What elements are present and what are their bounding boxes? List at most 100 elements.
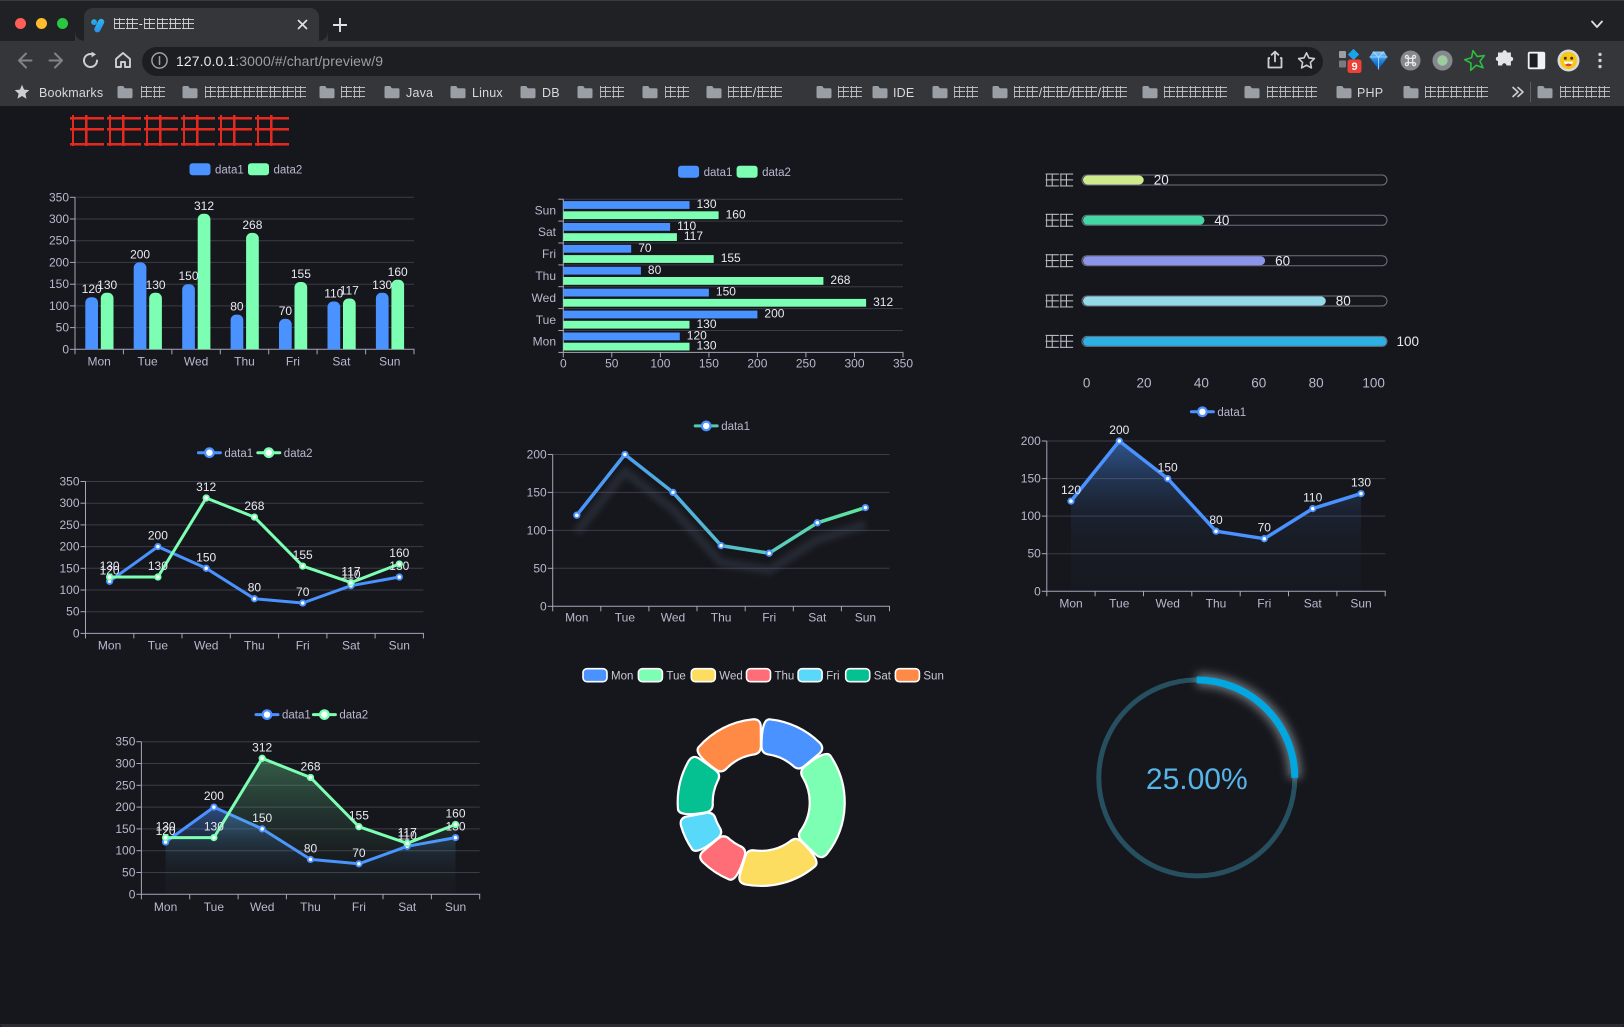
svg-text:100: 100 [1362, 376, 1385, 391]
svg-text:0: 0 [62, 342, 69, 356]
svg-text:155: 155 [349, 809, 369, 823]
svg-text:160: 160 [726, 207, 746, 221]
svg-text:Mon: Mon [98, 638, 121, 652]
svg-text:Tue: Tue [615, 611, 636, 625]
svg-text:200: 200 [59, 540, 79, 554]
svg-text:0: 0 [73, 626, 80, 640]
svg-text:Tue: Tue [148, 638, 169, 652]
svg-text:70: 70 [1258, 521, 1272, 535]
svg-text:350: 350 [59, 475, 79, 489]
svg-text:Tue: Tue [1109, 597, 1130, 611]
svg-text:155: 155 [721, 251, 741, 265]
svg-text:Wed: Wed [184, 354, 208, 368]
svg-text:Sun: Sun [855, 611, 876, 625]
svg-text:Wed: Wed [661, 611, 685, 625]
svg-text:150: 150 [1158, 461, 1178, 475]
svg-text:Thu: Thu [711, 611, 732, 625]
svg-text:200: 200 [49, 255, 69, 269]
svg-text:0: 0 [540, 599, 547, 613]
svg-text:100: 100 [1021, 509, 1041, 523]
svg-text:130: 130 [697, 197, 717, 211]
svg-text:20: 20 [1136, 376, 1151, 391]
svg-text:150: 150 [49, 277, 69, 291]
svg-text:80: 80 [1209, 513, 1223, 527]
svg-text:250: 250 [115, 778, 135, 792]
svg-text:60: 60 [1251, 376, 1266, 391]
svg-text:Wed: Wed [250, 900, 274, 914]
svg-text:70: 70 [352, 846, 366, 860]
svg-text:Sun: Sun [445, 900, 466, 914]
svg-text:data2: data2 [339, 710, 368, 722]
svg-text:Fri: Fri [826, 671, 839, 683]
svg-text:50: 50 [56, 321, 70, 335]
svg-text:200: 200 [747, 356, 767, 370]
svg-text:100: 100 [115, 844, 135, 858]
svg-text:50: 50 [1027, 547, 1041, 561]
svg-text:120: 120 [1061, 483, 1081, 497]
svg-text:Sat: Sat [332, 354, 351, 368]
svg-text:100: 100 [1397, 334, 1420, 349]
svg-text:130: 130 [156, 820, 176, 834]
svg-text:130: 130 [100, 559, 120, 573]
svg-text:Sun: Sun [379, 354, 400, 368]
svg-text:200: 200 [1109, 423, 1129, 437]
svg-text:Wed: Wed [194, 638, 218, 652]
svg-text:40: 40 [1214, 213, 1229, 228]
svg-text:Sat: Sat [808, 611, 827, 625]
svg-text:150: 150 [178, 269, 198, 283]
svg-text:200: 200 [1021, 434, 1041, 448]
svg-text:100: 100 [59, 583, 79, 597]
svg-text:20: 20 [1154, 173, 1169, 188]
svg-text:130: 130 [1351, 476, 1371, 490]
svg-text:312: 312 [194, 199, 214, 213]
svg-text:117: 117 [341, 565, 360, 579]
svg-text:50: 50 [533, 561, 547, 575]
svg-text:117: 117 [340, 284, 359, 298]
svg-text:Mon: Mon [565, 611, 588, 625]
svg-text:155: 155 [293, 548, 313, 562]
svg-text:25.00%: 25.00% [1146, 763, 1248, 796]
svg-text:40: 40 [1194, 376, 1209, 391]
svg-text:100: 100 [49, 299, 69, 313]
svg-text:200: 200 [204, 789, 224, 803]
svg-text:350: 350 [49, 190, 69, 204]
svg-text:110: 110 [677, 219, 696, 233]
svg-text:150: 150 [115, 822, 135, 836]
svg-text:150: 150 [527, 485, 547, 499]
svg-text:80: 80 [304, 841, 318, 855]
svg-text:Tue: Tue [536, 313, 557, 327]
svg-text:200: 200 [130, 247, 150, 261]
svg-text:0: 0 [1083, 376, 1091, 391]
svg-text:Wed: Wed [719, 671, 742, 683]
svg-text:268: 268 [300, 760, 320, 774]
svg-text:data2: data2 [762, 167, 791, 179]
svg-text:120: 120 [82, 282, 102, 296]
svg-text:data1: data1 [721, 421, 750, 433]
svg-text:110: 110 [1303, 491, 1322, 505]
svg-text:0: 0 [1034, 584, 1041, 598]
svg-text:Sat: Sat [538, 225, 557, 239]
svg-text:70: 70 [296, 585, 310, 599]
svg-text:155: 155 [291, 267, 311, 281]
svg-text:Fri: Fri [762, 611, 776, 625]
svg-text:200: 200 [148, 529, 168, 543]
svg-text:80: 80 [648, 263, 662, 277]
svg-text:50: 50 [66, 605, 80, 619]
svg-text:9: 9 [1351, 61, 1357, 73]
svg-text:130: 130 [697, 317, 717, 331]
svg-text:data2: data2 [284, 448, 313, 460]
svg-text:Sat: Sat [1304, 597, 1323, 611]
svg-text:120: 120 [687, 329, 707, 343]
svg-text:Tue: Tue [137, 354, 158, 368]
svg-text:Fri: Fri [1257, 597, 1271, 611]
svg-text:Sat: Sat [342, 638, 361, 652]
svg-text:117: 117 [398, 825, 417, 839]
svg-text:Sat: Sat [874, 671, 892, 683]
svg-text:130: 130 [697, 339, 717, 353]
svg-text:350: 350 [893, 356, 913, 370]
svg-text:110: 110 [341, 568, 360, 582]
svg-text:110: 110 [398, 828, 417, 842]
svg-text:100: 100 [650, 356, 670, 370]
svg-text:Mon: Mon [88, 354, 111, 368]
svg-text:80: 80 [1309, 376, 1324, 391]
